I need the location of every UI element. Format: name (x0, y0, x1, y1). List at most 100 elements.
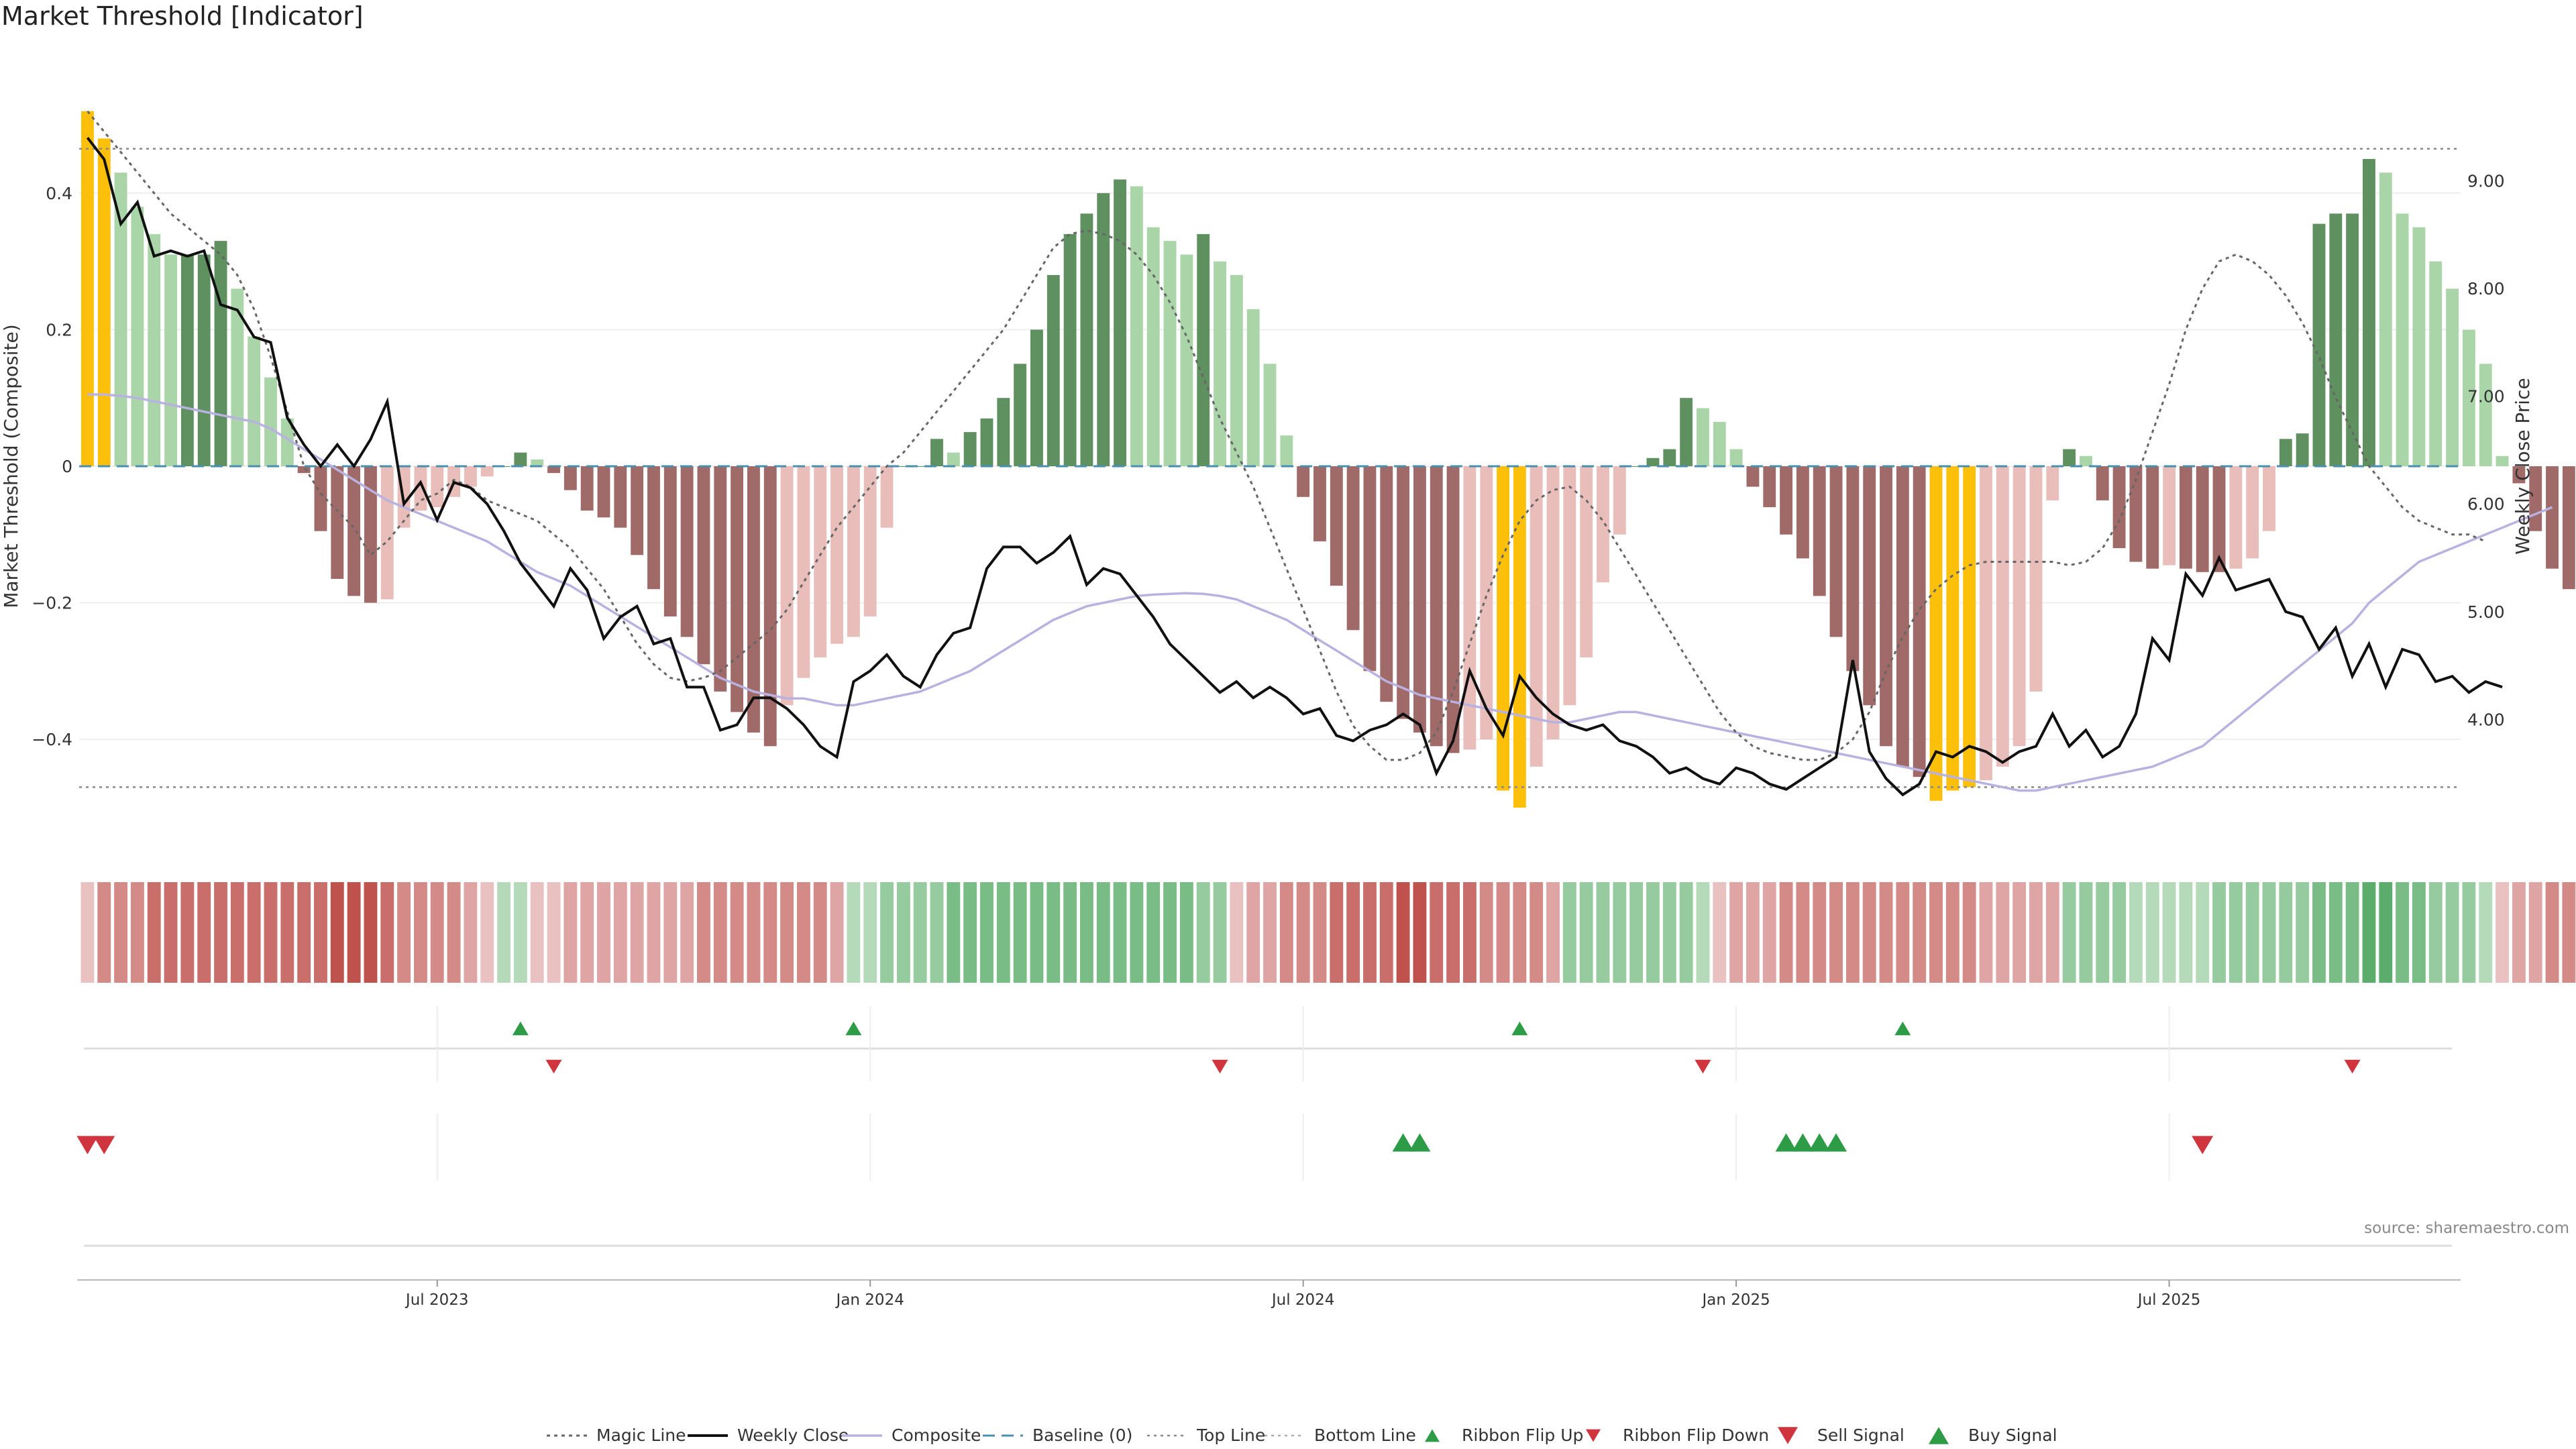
composite-bar (1563, 466, 1576, 706)
composite-bar (2329, 213, 2343, 466)
ribbon-cell (1779, 882, 1793, 983)
ribbon-cell (697, 882, 710, 983)
composite-bar (1846, 466, 1860, 672)
ribbon-cell (1279, 882, 1293, 983)
composite-bar (1280, 435, 1293, 466)
ribbon-cell (297, 882, 311, 983)
composite-bar (1197, 233, 1210, 466)
ribbon-cell (1479, 882, 1493, 983)
ribbon-cell (1263, 882, 1277, 983)
ribbon-cell (264, 882, 278, 983)
ribbon-cell (2245, 882, 2259, 983)
buy-signal-marker (1775, 1133, 1797, 1152)
composite-bar (2412, 227, 2426, 466)
ribbon-cell (2096, 882, 2110, 983)
ribbon-cell (214, 882, 227, 983)
ribbon-cell (1030, 882, 1044, 983)
composite-bar (1546, 466, 1560, 740)
composite-bar (1763, 466, 1776, 508)
ribbon-cell (1213, 882, 1227, 983)
composite-bar (1646, 458, 1660, 466)
composite-bar (347, 466, 361, 596)
ribbon-cell (2145, 882, 2159, 983)
legend-label: Composite (892, 1426, 981, 1445)
ribbon-cell (980, 882, 994, 983)
x-tick-label: Jul 2025 (2137, 1291, 2201, 1309)
ribbon-cell (1646, 882, 1660, 983)
chart-legend: Magic Line Weekly Close Composite Baseline … (547, 1426, 2057, 1445)
composite-bar (1796, 466, 1809, 559)
ribbon-cell (963, 882, 977, 983)
composite-bar (1297, 466, 1310, 497)
ribbon-cell (147, 882, 161, 983)
ribbon-cell (1746, 882, 1760, 983)
ribbon-cell (1363, 882, 1377, 983)
ribbon-cell (930, 882, 944, 983)
ribbon-flip-up-marker (1511, 1021, 1528, 1036)
composite-bar (1130, 186, 1143, 466)
composite-bar (1346, 466, 1360, 631)
composite-bar (1713, 421, 1726, 466)
ribbon-cell (330, 882, 344, 983)
ribbon-cell (1979, 882, 1993, 983)
ribbon-cell (1662, 882, 1676, 983)
ribbon-cell (2079, 882, 2093, 983)
ribbon-cell (114, 882, 127, 983)
ribbon-cell (97, 882, 111, 983)
composite-bar (1597, 466, 1609, 583)
x-tick-label: Jan 2024 (835, 1291, 904, 1309)
composite-bar (1780, 466, 1793, 535)
composite-bar (1080, 213, 1093, 466)
ribbon-cell (747, 882, 761, 983)
buy-signal-marker (1409, 1133, 1431, 1152)
ribbon-cell (1829, 882, 1843, 983)
ribbon-cell (580, 882, 594, 983)
composite-bar (464, 466, 477, 487)
ribbon-cell (1913, 882, 1927, 983)
left-tick-label: 0.4 (46, 184, 72, 203)
legend-label: Buy Signal (1968, 1426, 2057, 1445)
composite-bar (2429, 261, 2443, 466)
ribbon-cell (1230, 882, 1244, 983)
composite-bar (264, 377, 277, 466)
composite-bar (697, 466, 710, 665)
composite-bar (2512, 466, 2526, 484)
composite-bar (564, 466, 577, 490)
ribbon-cell (314, 882, 327, 983)
composite-bar (963, 432, 977, 466)
composite-bar (1146, 227, 1160, 466)
composite-bar (714, 466, 727, 692)
composite-bar (1663, 449, 1676, 466)
ribbon-cell (1729, 882, 1743, 983)
composite-bar (731, 466, 744, 712)
signal-panels: Jul 2023 Jan 2024 Jul 2024 Jan 2025 Jul 2025 (76, 1006, 2461, 1309)
ribbon-cell (1962, 882, 1976, 983)
ribbon-cell (896, 882, 910, 983)
ribbon-cell (2462, 882, 2476, 983)
sell-signal-marker (93, 1136, 115, 1155)
ribbon-cell (647, 882, 661, 983)
ribbon-cell (880, 882, 894, 983)
ribbon-cell (763, 882, 777, 983)
composite-bar (830, 466, 843, 644)
ribbon-cell (1013, 882, 1027, 983)
composite-bar (1513, 466, 1526, 808)
ribbon-cell (2012, 882, 2027, 983)
ribbon-cell (2528, 882, 2542, 983)
ribbon-flip-down-marker (1695, 1059, 1711, 1074)
ribbon-strip (80, 882, 2576, 983)
ribbon-cell (1179, 882, 1193, 983)
ribbon-cell (247, 882, 261, 983)
left-tick-label: 0 (62, 457, 72, 476)
ribbon-cell (1163, 882, 1177, 983)
ribbon-cell (1496, 882, 1510, 983)
ribbon-cell (480, 882, 494, 983)
composite-bar (2312, 223, 2326, 466)
ribbon-cell (197, 882, 211, 983)
composite-bar (2279, 439, 2292, 466)
composite-bars (80, 111, 2575, 808)
ribbon-cell (730, 882, 744, 983)
ribbon-cell (464, 882, 478, 983)
composite-bar (2212, 466, 2226, 572)
ribbon-cell (2129, 882, 2143, 983)
